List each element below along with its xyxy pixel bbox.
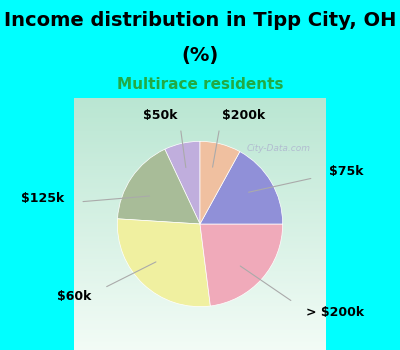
Text: $60k: $60k [57,290,91,303]
Text: $125k: $125k [21,192,64,205]
Text: $50k: $50k [143,108,178,122]
Text: Income distribution in Tipp City, OH: Income distribution in Tipp City, OH [4,10,396,29]
Wedge shape [165,141,200,224]
Text: Multirace residents: Multirace residents [117,77,283,92]
Text: > $200k: > $200k [306,306,364,319]
Text: $200k: $200k [222,108,266,122]
Text: City-Data.com: City-Data.com [247,144,311,153]
Text: (%): (%) [181,46,219,64]
Wedge shape [118,149,200,224]
Text: $75k: $75k [329,165,364,178]
Wedge shape [200,152,283,224]
Wedge shape [200,141,240,224]
Wedge shape [200,224,283,306]
Wedge shape [117,219,210,307]
